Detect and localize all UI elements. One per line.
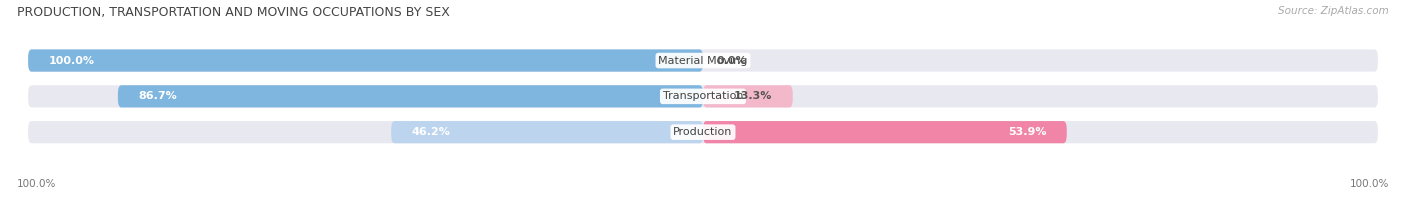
- Text: 53.9%: 53.9%: [1008, 127, 1046, 137]
- Text: 100.0%: 100.0%: [17, 179, 56, 189]
- Text: 13.3%: 13.3%: [734, 91, 772, 101]
- Text: Production: Production: [673, 127, 733, 137]
- Text: Material Moving: Material Moving: [658, 56, 748, 66]
- Text: 100.0%: 100.0%: [48, 56, 94, 66]
- Text: 100.0%: 100.0%: [1350, 179, 1389, 189]
- Text: Transportation: Transportation: [662, 91, 744, 101]
- FancyBboxPatch shape: [28, 121, 1378, 143]
- FancyBboxPatch shape: [703, 85, 793, 107]
- Text: PRODUCTION, TRANSPORTATION AND MOVING OCCUPATIONS BY SEX: PRODUCTION, TRANSPORTATION AND MOVING OC…: [17, 6, 450, 19]
- Text: 0.0%: 0.0%: [717, 56, 747, 66]
- FancyBboxPatch shape: [28, 49, 703, 72]
- Text: 46.2%: 46.2%: [412, 127, 450, 137]
- FancyBboxPatch shape: [703, 121, 1067, 143]
- FancyBboxPatch shape: [391, 121, 703, 143]
- Text: Source: ZipAtlas.com: Source: ZipAtlas.com: [1278, 6, 1389, 16]
- FancyBboxPatch shape: [28, 85, 1378, 107]
- FancyBboxPatch shape: [28, 49, 1378, 72]
- Text: 86.7%: 86.7%: [138, 91, 177, 101]
- FancyBboxPatch shape: [118, 85, 703, 107]
